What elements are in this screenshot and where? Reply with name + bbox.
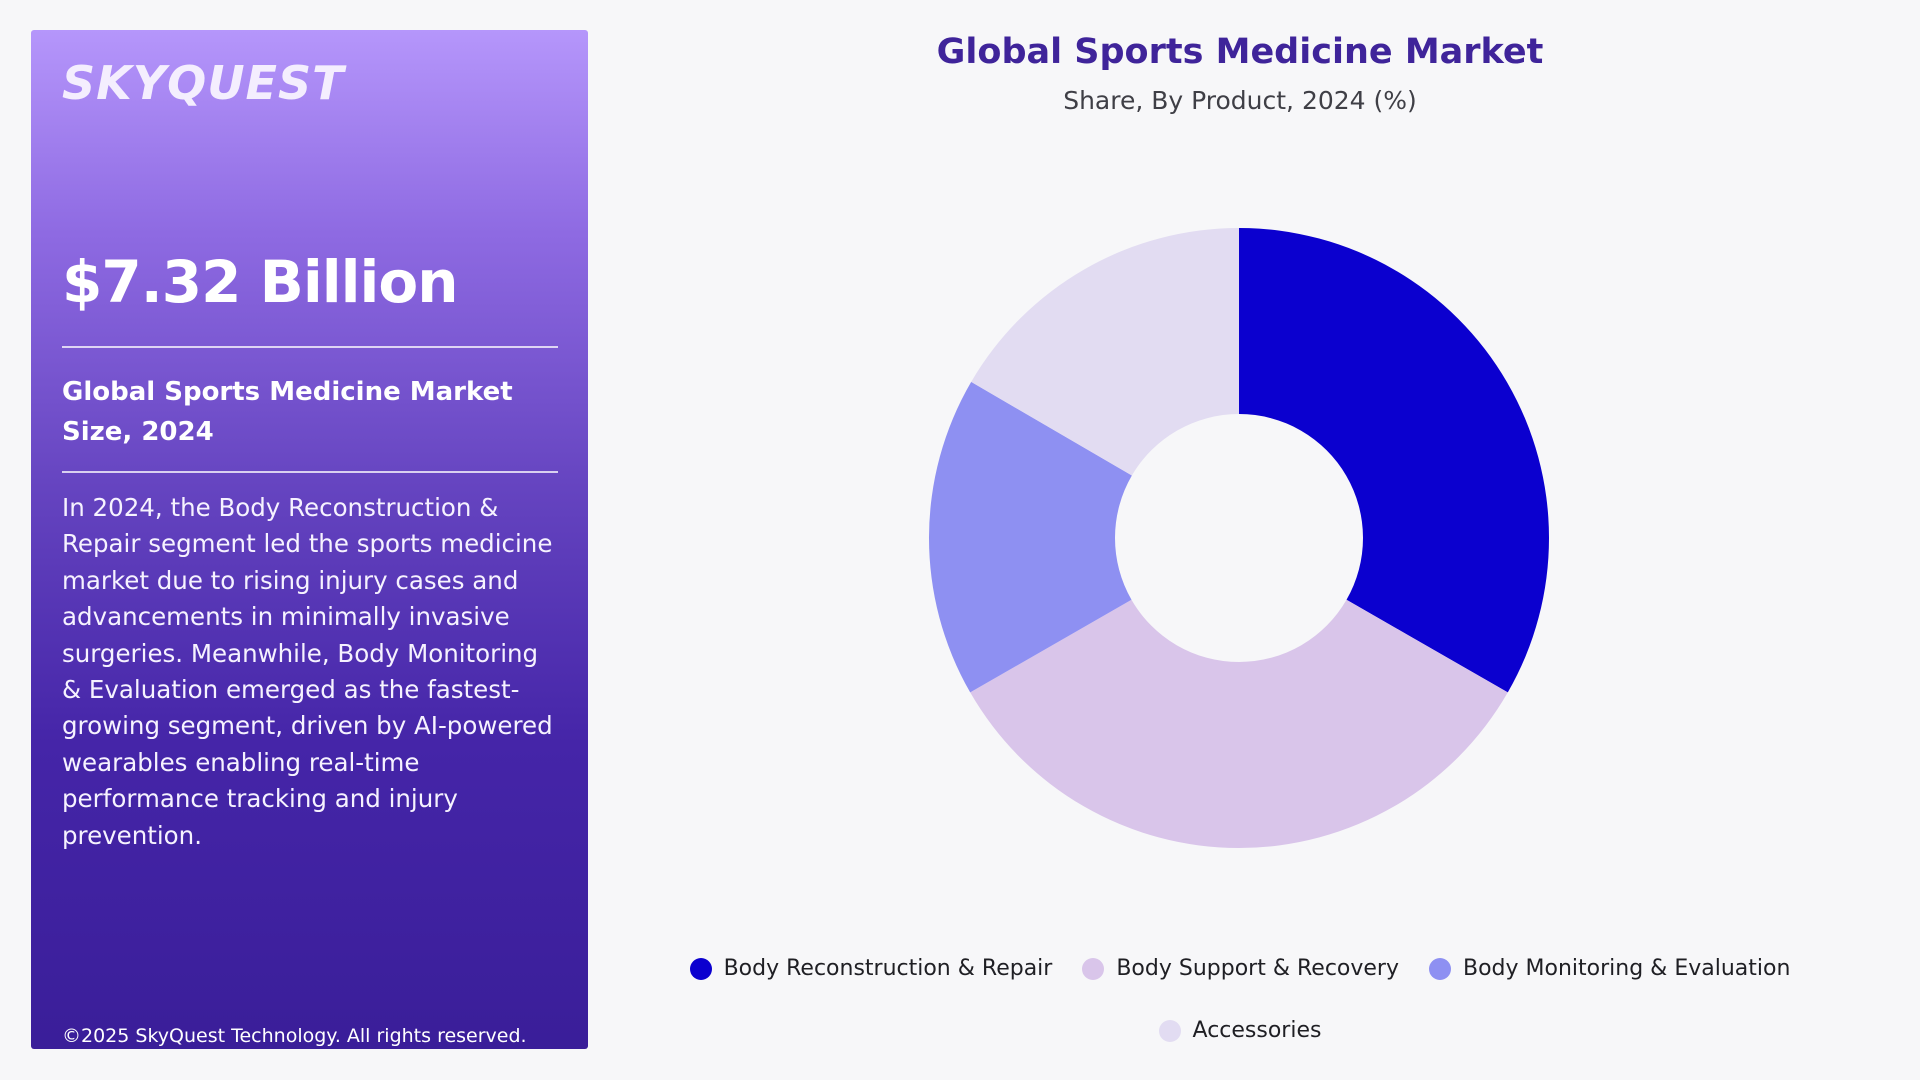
legend-swatch: [689, 957, 712, 980]
legend-item: Body Monitoring & Evaluation: [1429, 956, 1790, 981]
legend-swatch: [1158, 1019, 1181, 1042]
market-value: $7.32 Billion: [62, 248, 459, 316]
legend-item: Body Reconstruction & Repair: [689, 956, 1053, 981]
copyright-text: ©2025 SkyQuest Technology. All rights re…: [62, 1025, 527, 1047]
legend-item: Body Support & Recovery: [1082, 956, 1399, 981]
chart-legend: Accessories: [640, 1018, 1840, 1043]
divider: [62, 471, 558, 473]
chart-subtitle: Share, By Product, 2024 (%): [1063, 86, 1417, 115]
market-description: In 2024, the Body Reconstruction & Repai…: [62, 493, 553, 850]
legend-label: Accessories: [1192, 1018, 1322, 1043]
summary-panel: SKYQUEST $7.32 Billion Global Sports Med…: [31, 30, 588, 1049]
chart-legend: Body Reconstruction & Repair Body Suppor…: [640, 956, 1840, 981]
legend-label: Body Reconstruction & Repair: [723, 956, 1053, 981]
legend-swatch: [1082, 957, 1105, 980]
legend-swatch: [1429, 957, 1451, 980]
legend-label: Body Support & Recovery: [1116, 956, 1399, 981]
chart-title: Global Sports Medicine Market: [936, 32, 1544, 72]
legend-label: Body Monitoring & Evaluation: [1463, 956, 1791, 981]
market-size-label: Global Sports Medicine Market Size, 2024: [62, 377, 513, 447]
donut-slice-body-monitoring-evaluation: [928, 381, 1132, 693]
donut-slice-accessories: [971, 228, 1239, 476]
skyquest-logo: SKYQUEST: [62, 56, 345, 110]
donut-slice-body-support-recovery: [970, 599, 1508, 849]
donut-slice-body-reconstruction-repair: [1239, 228, 1549, 693]
divider: [62, 346, 558, 348]
legend-item: Accessories: [1158, 1018, 1322, 1043]
